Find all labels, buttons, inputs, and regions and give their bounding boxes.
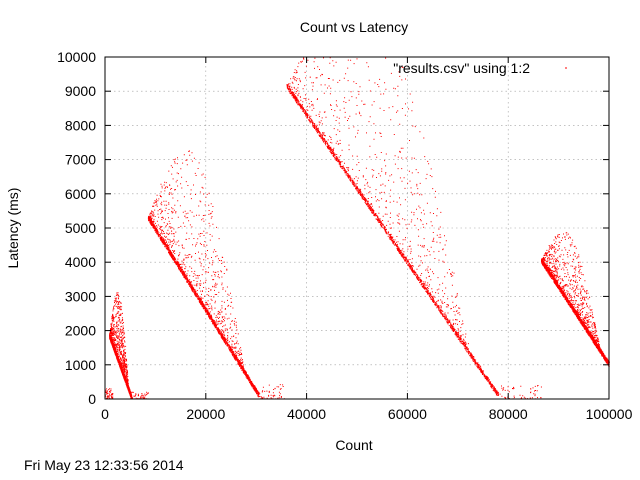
x-tick-label: 100000 — [586, 406, 633, 422]
legend: "results.csv" using 1:2 — [393, 60, 567, 76]
y-tick-label: 9000 — [65, 83, 96, 99]
timestamp: Fri May 23 12:33:56 2014 — [24, 457, 184, 473]
data-points — [105, 57, 610, 400]
y-tick-label: 3000 — [65, 288, 96, 304]
legend-label: "results.csv" using 1:2 — [393, 60, 530, 76]
y-tick-label: 8000 — [65, 117, 96, 133]
x-tick-label: 20000 — [186, 406, 225, 422]
y-tick-label: 2000 — [65, 323, 96, 339]
x-axis-label: Count — [335, 437, 372, 453]
y-tick-label: 1000 — [65, 357, 96, 373]
x-tick-label: 60000 — [388, 406, 427, 422]
y-tick-label: 10000 — [57, 49, 96, 65]
x-tick-label: 0 — [101, 406, 109, 422]
axis-ticks: 0 20000 40000 60000 80000 100000 0 1000 2000 3000… — [57, 49, 633, 422]
series-points — [105, 57, 610, 400]
chart-title: Count vs Latency — [300, 19, 408, 35]
y-tick-label: 6000 — [65, 186, 96, 202]
y-tick-label: 4000 — [65, 254, 96, 270]
y-axis-label: Latency (ms) — [5, 188, 21, 269]
y-tick-label: 7000 — [65, 152, 96, 168]
x-tick-label: 80000 — [489, 406, 528, 422]
y-tick-label: 5000 — [65, 220, 96, 236]
y-tick-label: 0 — [88, 391, 96, 407]
x-tick-label: 40000 — [287, 406, 326, 422]
